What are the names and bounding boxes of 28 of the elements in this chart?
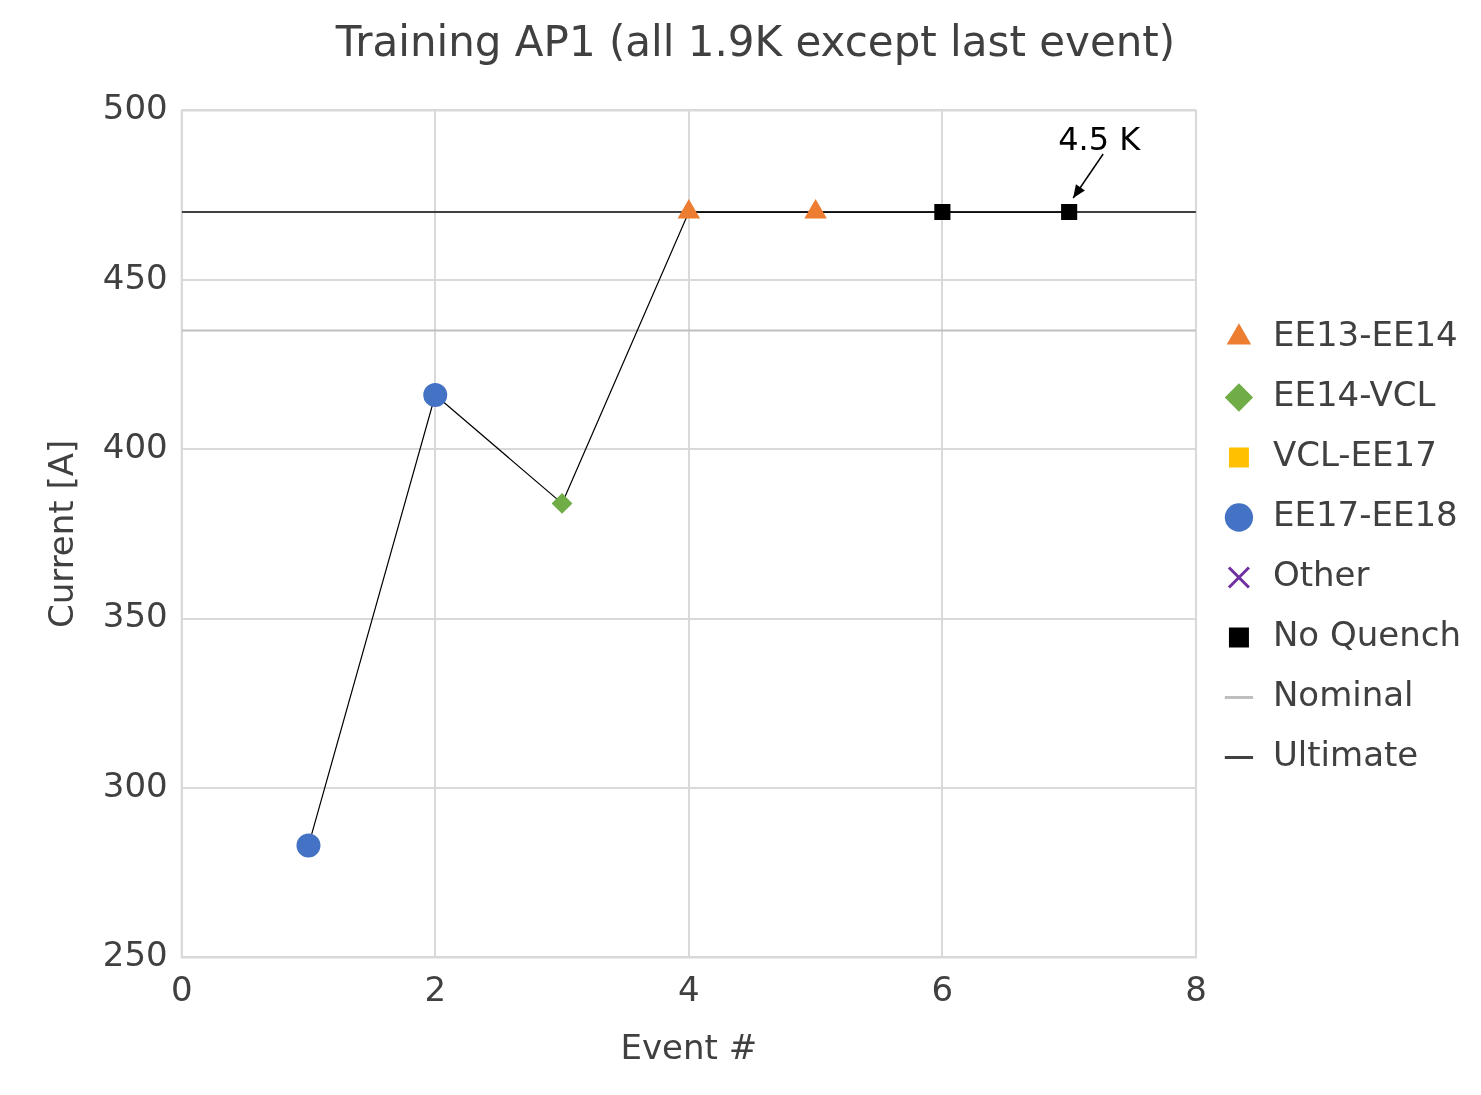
y-tick-label: 450 (102, 256, 168, 297)
legend-label: No Quench (1272, 614, 1461, 655)
y-tick-label: 350 (102, 595, 168, 636)
y-tick-label: 250 (102, 934, 168, 975)
y-tick-label: 500 (102, 87, 168, 128)
legend-label: EE14-VCL (1272, 374, 1436, 415)
legend-label: Other (1272, 554, 1370, 595)
y-tick-label: 300 (102, 764, 168, 805)
x-tick-label: 4 (678, 968, 700, 1009)
legend-label: EE13-EE14 (1272, 314, 1458, 355)
point (423, 382, 448, 407)
point (552, 493, 573, 514)
legend-label: Ultimate (1272, 734, 1419, 775)
point (934, 203, 951, 221)
x-tick-label: 8 (1185, 968, 1207, 1009)
point (296, 833, 321, 858)
chart-title: Training AP1 (all 1.9K except last event) (334, 17, 1176, 67)
point (1061, 203, 1078, 221)
legend-label: EE17-EE18 (1272, 494, 1458, 535)
x-tick-label: 2 (424, 968, 447, 1009)
annotation: 4.5 K (1058, 120, 1142, 159)
y-tick-label: 400 (102, 426, 168, 467)
y-axis-title: Current [A] (41, 439, 82, 629)
x-axis-title: Event # (620, 1027, 758, 1068)
legend-label: VCL-EE17 (1272, 434, 1437, 475)
x-tick-label: 0 (170, 968, 193, 1009)
legend-label: Nominal (1272, 674, 1414, 715)
x-tick-label: 6 (931, 968, 954, 1009)
